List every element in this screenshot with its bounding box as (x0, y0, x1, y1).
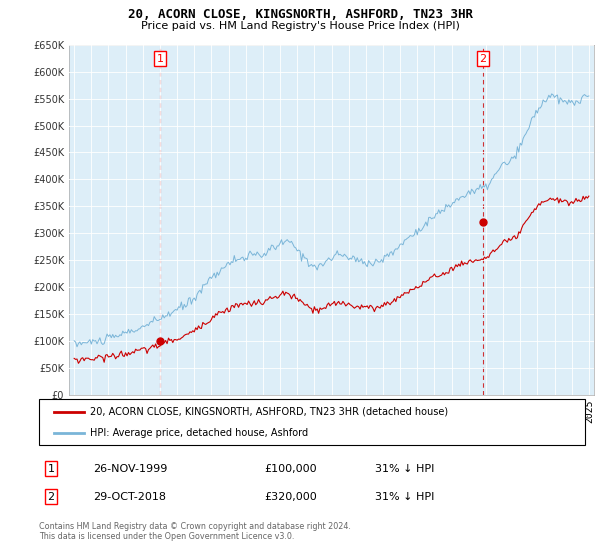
Text: 2: 2 (47, 492, 55, 502)
Text: 26-NOV-1999: 26-NOV-1999 (93, 464, 167, 474)
Text: 1: 1 (47, 464, 55, 474)
Text: 29-OCT-2018: 29-OCT-2018 (93, 492, 166, 502)
Text: 20, ACORN CLOSE, KINGSNORTH, ASHFORD, TN23 3HR (detached house): 20, ACORN CLOSE, KINGSNORTH, ASHFORD, TN… (90, 407, 448, 417)
Text: Price paid vs. HM Land Registry's House Price Index (HPI): Price paid vs. HM Land Registry's House … (140, 21, 460, 31)
Text: Contains HM Land Registry data © Crown copyright and database right 2024.
This d: Contains HM Land Registry data © Crown c… (39, 522, 351, 542)
Text: £320,000: £320,000 (264, 492, 317, 502)
Text: 31% ↓ HPI: 31% ↓ HPI (375, 492, 434, 502)
Text: 20, ACORN CLOSE, KINGSNORTH, ASHFORD, TN23 3HR: 20, ACORN CLOSE, KINGSNORTH, ASHFORD, TN… (128, 8, 473, 21)
Text: 2: 2 (479, 54, 487, 63)
Text: 1: 1 (157, 54, 163, 63)
Text: 31% ↓ HPI: 31% ↓ HPI (375, 464, 434, 474)
Text: HPI: Average price, detached house, Ashford: HPI: Average price, detached house, Ashf… (90, 428, 308, 438)
Text: £100,000: £100,000 (264, 464, 317, 474)
